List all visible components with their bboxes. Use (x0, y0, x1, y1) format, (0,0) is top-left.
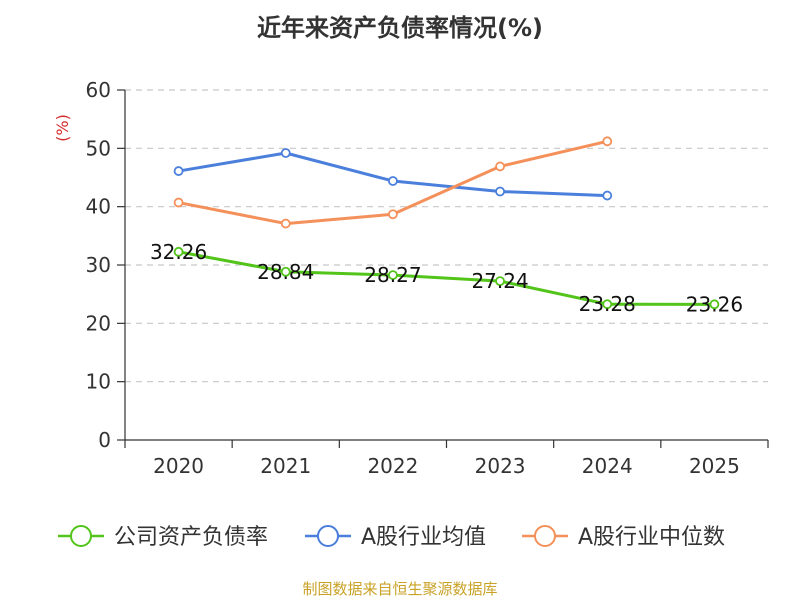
y-tick-label-40: 40 (86, 195, 111, 219)
data-labels: 32.26 28.84 28.27 27.24 23.28 23.26 (150, 240, 743, 317)
legend-marker-2 (534, 525, 556, 547)
legend-label-2: A股行业中位数 (578, 525, 725, 550)
point-series-2-2022 (388, 209, 398, 220)
x-tick-label-2020: 2020 (153, 454, 204, 478)
point-series-0-2020 (173, 246, 184, 257)
axes: 0 10 20 30 40 50 60 (%) 2020 2021 2022 2023 2024 2025 (53, 78, 769, 478)
y-axis-unit-label: (%) (53, 114, 72, 142)
legend-marker-1 (317, 525, 339, 547)
data-label-2022: 28.27 (364, 263, 421, 287)
legend-marker-0 (70, 525, 92, 547)
y-tick-label-30: 30 (86, 253, 111, 277)
point-series-0-2021 (280, 266, 291, 277)
data-label-2023: 27.24 (471, 269, 528, 293)
point-series-1-2022 (388, 176, 398, 186)
point-series-0-2024 (602, 299, 613, 310)
legend-label-1: A股行业均值 (361, 525, 486, 550)
y-tick-label-60: 60 (86, 78, 111, 102)
series-lines (173, 136, 720, 310)
x-tick-label-2024: 2024 (582, 454, 633, 478)
x-tick-label-2021: 2021 (260, 454, 311, 478)
chart-title: 近年来资产负债率情况(%) (257, 14, 543, 42)
point-series-0-2025 (709, 299, 720, 310)
point-series-2-2020 (173, 197, 184, 208)
point-series-2-2024 (602, 136, 613, 147)
point-series-0-2022 (388, 270, 398, 280)
x-tick-label-2023: 2023 (475, 454, 526, 478)
point-series-0-2023 (495, 276, 505, 287)
legend[interactable]: 公司资产负债率 A股行业均值 A股行业中位数 (58, 525, 725, 550)
data-label-2021: 28.84 (257, 260, 314, 284)
y-tick-label-10: 10 (86, 370, 111, 394)
y-tick-label-20: 20 (86, 311, 111, 335)
legend-label-0: 公司资产负债率 (114, 525, 268, 550)
point-series-1-2024 (602, 190, 613, 201)
data-label-2025: 23.26 (686, 292, 743, 316)
data-label-2020: 32.26 (150, 240, 207, 264)
y-tick-label-50: 50 (86, 136, 111, 160)
y-tick-label-0: 0 (98, 428, 111, 452)
point-series-1-2021 (280, 148, 291, 158)
series-line-0 (178, 250, 715, 306)
data-label-2024: 23.28 (579, 292, 636, 316)
source-note: 制图数据来自恒生聚源数据库 (302, 580, 498, 598)
point-series-2-2021 (280, 218, 291, 229)
point-series-2-2023 (495, 161, 505, 172)
point-series-1-2020 (173, 166, 184, 176)
point-series-1-2023 (495, 186, 505, 197)
x-tick-label-2022: 2022 (367, 454, 418, 478)
series-line-1 (178, 151, 608, 198)
grid-lines (125, 89, 768, 383)
x-tick-label-2025: 2025 (689, 454, 740, 478)
